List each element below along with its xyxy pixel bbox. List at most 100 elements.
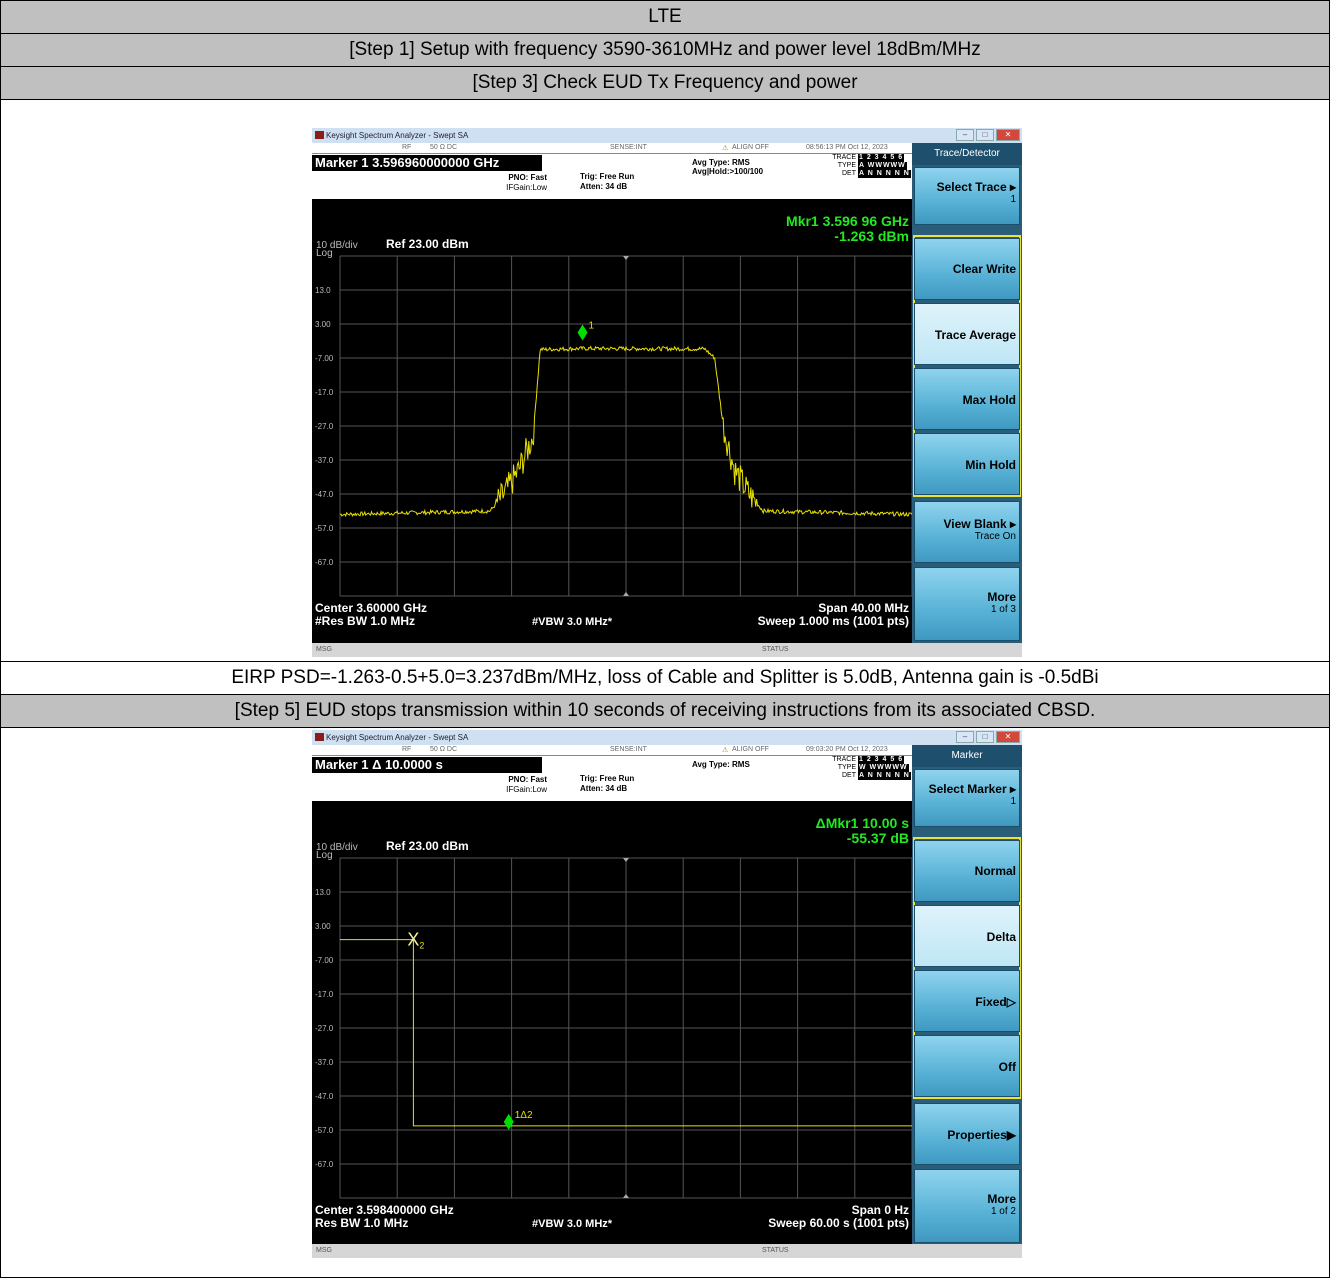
det-label: DET	[842, 772, 856, 779]
sweep: Sweep 1.000 ms (1001 pts)	[758, 614, 909, 628]
marker-label: 1Δ2	[515, 1110, 533, 1121]
type-label: TYPE	[837, 764, 856, 771]
more-softkey[interactable]: More 1 of 2	[914, 1169, 1020, 1243]
zero-span-plot[interactable]: 10 dB/div Log Ref 23.00 dBm ΔMkr1 10.00 …	[312, 801, 913, 1241]
rf-label: RF	[402, 144, 412, 151]
softkey-label: Off	[998, 1060, 1016, 1074]
table-title: LTE	[0, 0, 1330, 34]
trace-average-softkey[interactable]: Trace Average	[914, 303, 1020, 365]
y-tick-label: -17.0	[315, 990, 334, 999]
alert-icon: ⚠	[722, 747, 729, 754]
softkey-label: Max Hold	[962, 393, 1016, 407]
det-label: DET	[842, 170, 856, 177]
softkey-label: Normal	[974, 864, 1016, 878]
properties-softkey[interactable]: Properties▶	[914, 1103, 1020, 1165]
maximize-button[interactable]: □	[976, 731, 994, 743]
y-tick-label: -67.0	[315, 1160, 334, 1169]
message-bar: MSG STATUS	[312, 643, 1022, 657]
y-tick-labels: 13.0 3.00 -7.00 -17.0 -27.0 -37.0 -47.0 -57.0 -6…	[315, 888, 334, 1169]
det-value: A N N N N N	[858, 772, 911, 780]
min-hold-softkey[interactable]: Min Hold	[914, 433, 1020, 495]
ref-level-label: Ref 23.00 dBm	[386, 237, 469, 251]
status-bar: RF 50 Ω DC SENSE:INT ⚠ ALIGN OFF 08:56:1…	[312, 143, 912, 154]
markers: 1	[577, 320, 595, 341]
softkey-label: More	[987, 1192, 1016, 1206]
screenshot-row-2: Keysight Spectrum Analyzer - Swept SA – …	[0, 727, 1330, 1278]
avg-hold-label: Avg|Hold:>100/100	[692, 167, 764, 176]
msg-label: MSG	[316, 646, 332, 653]
minimize-button[interactable]: –	[956, 731, 974, 743]
status-header: RF 50 Ω DC SENSE:INT ⚠ ALIGN OFF 09:03:2…	[312, 745, 912, 801]
y-tick-label: -37.0	[315, 456, 334, 465]
y-tick-label: -57.0	[315, 524, 334, 533]
step1-row: [Step 1] Setup with frequency 3590-3610M…	[0, 33, 1330, 67]
close-button[interactable]: ✕	[996, 731, 1020, 743]
center-tick	[623, 1194, 629, 1198]
timestamp: 09:03:20 PM Oct 12, 2023	[806, 746, 888, 753]
y-tick-label: -27.0	[315, 422, 334, 431]
type-label: TYPE	[837, 162, 856, 169]
rf-label: RF	[402, 746, 412, 753]
more-softkey[interactable]: More 1 of 3	[914, 567, 1020, 641]
window-controls: – □ ✕	[956, 129, 1020, 141]
span: Span 40.00 MHz	[818, 601, 909, 615]
center-tick	[623, 858, 629, 862]
menu-title: Marker	[912, 745, 1022, 767]
y-tick-label: -27.0	[315, 1024, 334, 1033]
softkey-label: Select Marker	[928, 782, 1007, 796]
status-label: STATUS	[762, 646, 789, 653]
maximize-button[interactable]: □	[976, 129, 994, 141]
scale-label: 10 dB/div	[316, 842, 358, 853]
spectrum-chart: 10 dB/div Log Ref 23.00 dBm Mkr1 3.596 9…	[315, 213, 913, 628]
marker-readout-amplitude: -1.263 dBm	[834, 228, 909, 244]
eirp-note-text: EIRP PSD=-1.263-0.5+5.0=3.237dBm/MHz, lo…	[231, 667, 1099, 688]
timestamp: 08:56:13 PM Oct 12, 2023	[806, 144, 888, 151]
close-button[interactable]: ✕	[996, 129, 1020, 141]
trace-mode-group	[913, 235, 1021, 497]
res-bw: Res BW 1.0 MHz	[315, 1216, 408, 1230]
softkey-panel: Trace/Detector Select Trace ▸ 1 Clear Wri…	[912, 143, 1022, 643]
zero-span-chart: 10 dB/div Log Ref 23.00 dBm ΔMkr1 10.00 …	[315, 815, 913, 1230]
reference-marker-x: X	[407, 930, 419, 950]
normal-softkey[interactable]: Normal	[914, 840, 1020, 902]
off-softkey[interactable]: Off	[914, 1035, 1020, 1097]
center-tick	[623, 592, 629, 596]
y-tick-label: 3.00	[315, 320, 331, 329]
impedance-label: 50 Ω DC	[430, 746, 458, 753]
marker-readout-amplitude: -55.37 dB	[847, 830, 909, 846]
center-frequency: Center 3.60000 GHz	[315, 601, 427, 615]
softkey-label: View Blank	[943, 517, 1007, 531]
center-frequency: Center 3.598400000 GHz	[315, 1203, 454, 1217]
status-bar: RF 50 Ω DC SENSE:INT ⚠ ALIGN OFF 09:03:2…	[312, 745, 912, 756]
reference-marker-label: 2	[419, 941, 424, 951]
clear-write-softkey[interactable]: Clear Write	[914, 238, 1020, 300]
message-bar: MSG STATUS	[312, 1244, 1022, 1258]
y-tick-label: -47.0	[315, 490, 334, 499]
step3-row: [Step 3] Check EUD Tx Frequency and powe…	[0, 66, 1330, 100]
atten-label: Atten: 34 dB	[580, 784, 628, 793]
fixed-softkey[interactable]: Fixed▷	[914, 970, 1020, 1032]
vbw: #VBW 3.0 MHz*	[532, 1218, 613, 1230]
log-label: Log	[316, 248, 333, 259]
view-blank-softkey[interactable]: View Blank ▸ Trace On	[914, 501, 1020, 563]
minimize-button[interactable]: –	[956, 129, 974, 141]
step1-text: [Step 1] Setup with frequency 3590-3610M…	[349, 39, 981, 60]
det-value: A N N N N N	[858, 170, 911, 178]
delta-softkey[interactable]: Delta	[914, 905, 1020, 967]
softkey-sub: 1 of 2	[990, 1206, 1016, 1217]
trig-label: Trig: Free Run	[580, 172, 635, 181]
trace-line	[339, 345, 913, 518]
select-trace-softkey[interactable]: Select Trace ▸ 1	[914, 167, 1020, 225]
grid	[339, 857, 913, 1199]
align-label: ALIGN OFF	[732, 746, 769, 753]
select-marker-softkey[interactable]: Select Marker ▸ 1	[914, 769, 1020, 827]
spectrum-analyzer-window-2: Keysight Spectrum Analyzer - Swept SA – …	[312, 730, 1022, 1258]
spectrum-plot[interactable]: 10 dB/div Log Ref 23.00 dBm Mkr1 3.596 9…	[312, 199, 913, 639]
y-tick-labels: 13.0 3.00 -7.00 -17.0 -27.0 -37.0 -47.0 -57.0 -6…	[315, 286, 334, 567]
type-value: W WWWWW	[858, 764, 909, 772]
softkey-label: More	[987, 590, 1016, 604]
max-hold-softkey[interactable]: Max Hold	[914, 368, 1020, 430]
impedance-label: 50 Ω DC	[430, 144, 458, 151]
atten-label: Atten: 34 dB	[580, 182, 628, 191]
sense-label: SENSE:INT	[610, 746, 647, 753]
